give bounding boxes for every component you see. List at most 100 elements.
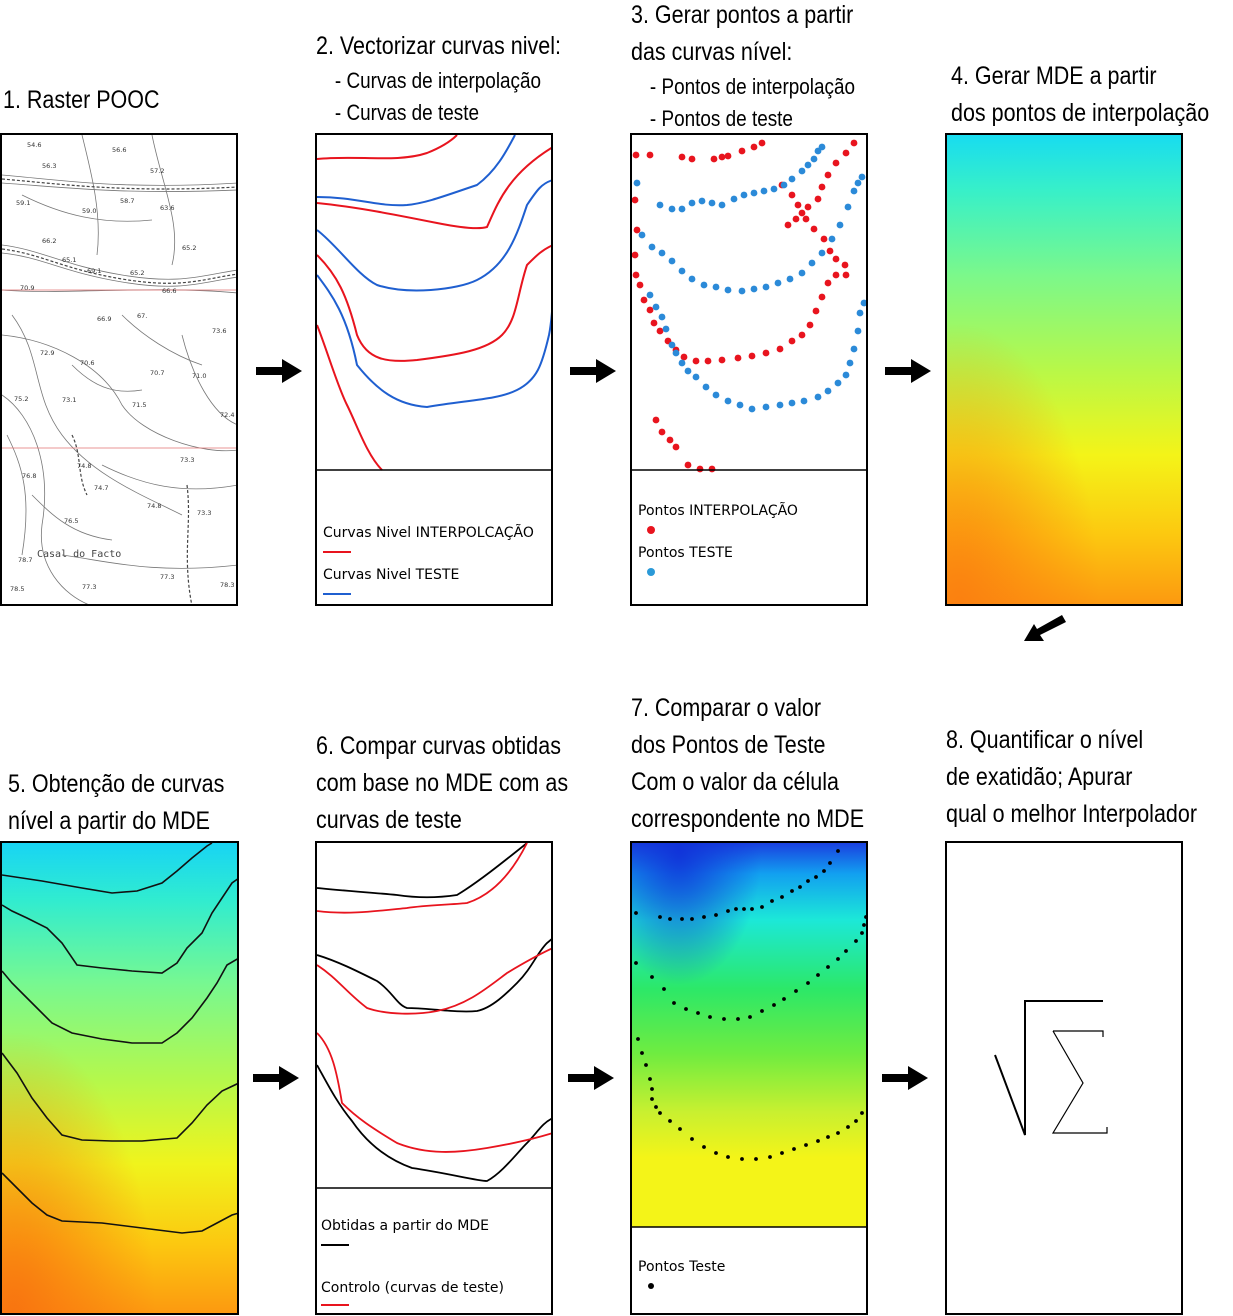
interpolation-point bbox=[784, 221, 792, 229]
elevation-label: 65.1 bbox=[62, 256, 76, 264]
interpolation-point bbox=[824, 279, 832, 287]
dem-test-point bbox=[754, 1157, 758, 1161]
test-curve-3 bbox=[317, 274, 551, 409]
interpolation-point bbox=[750, 143, 758, 151]
test-point bbox=[668, 341, 676, 349]
test-point bbox=[770, 185, 778, 193]
interp-curve-2 bbox=[317, 147, 551, 230]
dem-test-point bbox=[708, 1015, 712, 1019]
test-point bbox=[724, 286, 732, 294]
dem-test-point bbox=[680, 917, 684, 921]
dem-test-point bbox=[836, 957, 840, 961]
test-point bbox=[828, 235, 836, 243]
test-point bbox=[760, 187, 768, 195]
test-point bbox=[724, 397, 732, 405]
test-point bbox=[736, 401, 744, 409]
test-point bbox=[762, 403, 770, 411]
elevation-label: 54.6 bbox=[27, 141, 41, 149]
test-point bbox=[712, 283, 720, 291]
dem-test-point bbox=[794, 989, 798, 993]
dem-test-point bbox=[640, 1051, 644, 1055]
dem-test-point bbox=[860, 1111, 864, 1115]
dem-test-point bbox=[844, 949, 848, 953]
test-point bbox=[750, 285, 758, 293]
elevation-label: 73.1 bbox=[62, 396, 76, 404]
dem-test-point bbox=[772, 1003, 776, 1007]
legend-control-swatch bbox=[321, 1304, 349, 1306]
control-curve-1 bbox=[317, 843, 528, 914]
dem-test-point bbox=[816, 1139, 820, 1143]
test-point bbox=[854, 179, 862, 187]
elevation-label: 57.2 bbox=[150, 167, 164, 175]
dem-test-point bbox=[854, 1119, 858, 1123]
interpolation-point bbox=[806, 321, 814, 329]
legend-test-points-dem-swatch bbox=[648, 1283, 654, 1289]
interp-curve-3 bbox=[317, 244, 551, 362]
test-point bbox=[658, 249, 666, 257]
test-point bbox=[762, 283, 770, 291]
interpolation-point bbox=[724, 152, 732, 160]
step4-title: 4. Gerar MDE a partir dos pontos de inte… bbox=[951, 62, 1210, 127]
test-point bbox=[834, 379, 842, 387]
interpolation-point bbox=[812, 307, 820, 315]
dem-test-point bbox=[734, 907, 738, 911]
test-point bbox=[774, 279, 782, 287]
test-point bbox=[738, 287, 746, 295]
dem-test-point bbox=[722, 1017, 726, 1021]
test-curve-1 bbox=[317, 135, 516, 207]
dem-points-panel: Pontos Teste bbox=[630, 841, 868, 1315]
step5-title: 5. Obtenção de curvas nível a partir do … bbox=[8, 770, 225, 835]
dem-test-point bbox=[760, 1009, 764, 1013]
test-point bbox=[678, 205, 686, 213]
legend-interp-curves-label: Curvas Nivel INTERPOLCAÇÃO bbox=[323, 525, 534, 541]
dem-test-point bbox=[760, 905, 764, 909]
interpolation-point bbox=[794, 201, 802, 209]
test-point bbox=[786, 275, 794, 283]
dem-test-point bbox=[822, 869, 826, 873]
interpolation-point bbox=[832, 159, 840, 167]
test-point bbox=[652, 303, 660, 311]
elevation-label: 77.3 bbox=[82, 583, 96, 591]
elevation-label: 73.6 bbox=[212, 327, 226, 335]
test-point bbox=[808, 259, 816, 267]
dem-test-point bbox=[780, 895, 784, 899]
interpolation-point bbox=[718, 356, 726, 364]
interpolation-point bbox=[792, 215, 800, 223]
interp-curve-4 bbox=[317, 324, 383, 471]
step3-title: 3. Gerar pontos a partir das curvas níve… bbox=[631, 1, 856, 131]
interpolation-point bbox=[646, 151, 654, 159]
elevation-label: 78.7 bbox=[18, 556, 32, 564]
dem-test-point bbox=[770, 899, 774, 903]
dem-test-point bbox=[798, 885, 802, 889]
interpolation-point bbox=[656, 327, 664, 335]
test-point bbox=[702, 383, 710, 391]
dem-test-point bbox=[826, 965, 830, 969]
dem-test-point bbox=[634, 911, 638, 915]
test-point bbox=[818, 249, 826, 257]
interpolation-point bbox=[718, 153, 726, 161]
elevation-label: 72.4 bbox=[220, 411, 234, 419]
interpolation-point bbox=[832, 255, 840, 263]
interpolation-point bbox=[708, 465, 716, 473]
test-point bbox=[860, 299, 866, 307]
dem-test-point bbox=[860, 931, 864, 935]
legend-interp-curves-swatch bbox=[323, 551, 351, 553]
dem-test-point bbox=[696, 1011, 700, 1015]
vector-curves-panel: Curvas Nivel INTERPOLCAÇÃO Curvas Nivel … bbox=[315, 133, 553, 606]
test-point bbox=[638, 231, 646, 239]
interpolation-point bbox=[814, 195, 822, 203]
test-point bbox=[788, 399, 796, 407]
elevation-label: 67. bbox=[137, 312, 147, 320]
arrow-right-icon bbox=[885, 359, 931, 383]
dem-test-point bbox=[804, 1143, 808, 1147]
test-point bbox=[646, 291, 654, 299]
dem-contours-panel bbox=[0, 841, 239, 1315]
dem-test-point bbox=[690, 1137, 694, 1141]
elevation-label: 78.3 bbox=[220, 581, 234, 589]
test-point bbox=[708, 199, 716, 207]
test-point bbox=[678, 359, 686, 367]
interpolation-point bbox=[826, 247, 834, 255]
obtained-curve-2 bbox=[317, 938, 551, 1013]
elevation-label: 74.8 bbox=[77, 462, 91, 470]
dem-test-point bbox=[672, 1001, 676, 1005]
